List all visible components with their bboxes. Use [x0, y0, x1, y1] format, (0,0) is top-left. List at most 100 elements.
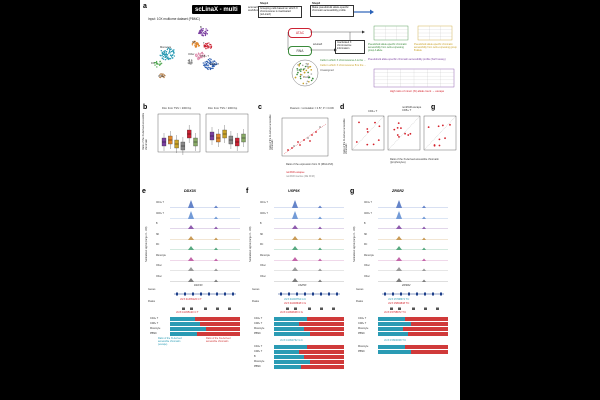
umap-point	[202, 29, 204, 32]
track-label: NK	[156, 233, 160, 236]
track-label: Other	[260, 265, 266, 267]
umap-point	[168, 52, 170, 54]
umap-point	[201, 29, 203, 31]
xi-ratio-bar	[274, 327, 305, 331]
umap-point	[201, 52, 203, 54]
ratio-row-label: CD8+ T	[254, 349, 263, 353]
b-box	[209, 127, 215, 145]
cell-point	[305, 62, 308, 65]
xa-ratio-bar	[410, 322, 448, 326]
d-point	[372, 143, 375, 146]
xi-ratio-bar	[274, 350, 299, 354]
b-box	[174, 135, 179, 153]
track-label: DC	[156, 244, 160, 246]
coverage-area	[170, 200, 240, 208]
track-label: CD8+ T	[260, 212, 268, 215]
coverage-area	[274, 267, 344, 271]
gene-title: DDX3X	[184, 189, 196, 193]
umap-point	[204, 65, 206, 67]
d-point	[393, 128, 396, 131]
xa-ratio-bar	[309, 332, 344, 336]
cell-point	[307, 71, 309, 74]
coverage-area	[274, 225, 344, 229]
umap-point	[165, 50, 168, 53]
b-box	[241, 129, 246, 147]
legend-unassigned: Unassigned	[320, 69, 334, 72]
d-title-cd4: CD4+ T	[368, 110, 378, 113]
d-title-cd8: nonPAR escape CD8+ T	[402, 106, 422, 113]
xa-ratio-bar	[194, 317, 240, 321]
cell-point	[306, 80, 309, 83]
profile-table	[373, 68, 455, 88]
group-a-text: Pseudobulk allele-specific chromatin acc…	[368, 43, 407, 52]
umap-point	[159, 63, 161, 65]
d-frame	[387, 115, 421, 151]
b-ylabel: Ratio of the Xi-derived accessible chrom…	[142, 112, 148, 150]
coverage-track	[170, 246, 240, 250]
cell-point	[296, 69, 299, 72]
track-label: Other	[364, 275, 370, 278]
xi-ratio-bar	[274, 365, 302, 369]
cell-point	[299, 62, 302, 65]
umap-point	[166, 48, 169, 51]
b-boxplots	[157, 113, 249, 155]
ratio-row-label: Monocyte	[358, 326, 369, 330]
b-box	[187, 125, 192, 143]
umap-point	[199, 53, 201, 55]
xa-ratio-bar	[402, 327, 448, 331]
coverage-area	[274, 200, 344, 208]
umap-point	[190, 61, 192, 64]
d-point	[437, 125, 440, 128]
b-box	[193, 133, 198, 151]
umap-point	[188, 59, 191, 61]
panel-label-g-mini: g	[431, 104, 436, 111]
c-ylabel: Ratio of the Xi-derived accessible chrom…	[269, 114, 275, 150]
umap-point	[205, 32, 207, 34]
umap-point	[165, 55, 168, 58]
track-ylabel: Normalized signal (range 0 - 100)	[145, 226, 148, 262]
d-diagonal	[423, 115, 457, 151]
d-point	[398, 135, 400, 138]
ref-alt-tables	[373, 25, 453, 41]
umap-point	[164, 55, 166, 57]
mini-table	[373, 25, 409, 41]
umap-point	[170, 50, 173, 53]
umap-point	[202, 62, 205, 64]
panel-label-d: d	[340, 104, 345, 111]
cluster-label-monocyte: Monocyte	[160, 46, 172, 49]
umap-point	[208, 46, 210, 49]
ratio-row-label: PBMC	[358, 331, 365, 335]
peak-variant-label-2: chrX:15804848 T:C	[388, 302, 410, 305]
cell-point	[310, 69, 313, 71]
umap-point	[204, 61, 206, 63]
umap-point	[199, 56, 201, 59]
genes-label: Genes	[148, 288, 156, 291]
umap-point	[198, 32, 200, 35]
xa-ratio-bar	[304, 327, 344, 331]
input-label: Input: 10X multiome dataset (PBMC)	[148, 17, 200, 21]
ratio-row-label: PBMC	[254, 364, 261, 368]
coverage-track	[274, 235, 344, 240]
d-point	[433, 144, 436, 147]
umap-point	[160, 49, 163, 52]
umap-point	[163, 50, 165, 53]
umap-point	[163, 52, 166, 54]
d-point	[449, 123, 451, 126]
d-point	[409, 132, 412, 135]
track-label: CD8+ T	[156, 212, 164, 215]
coverage-area	[274, 235, 344, 240]
step-arrow	[354, 9, 374, 15]
umap-point	[161, 74, 164, 76]
b-box	[228, 131, 234, 149]
track-label: Monocyte	[364, 254, 374, 257]
umap-point	[191, 44, 194, 46]
c-legend-inactive: nonPAR inactive (DE FFM)	[286, 175, 315, 178]
b-box	[235, 133, 240, 151]
c-legend-escapee: nonPAR escapee	[286, 171, 305, 174]
d-point	[355, 141, 358, 143]
xa-ratio-bar	[200, 322, 240, 326]
cell-point	[299, 77, 302, 80]
cell-point	[305, 76, 307, 78]
umap-point	[209, 58, 211, 60]
xa-ratio-bar	[301, 365, 344, 369]
